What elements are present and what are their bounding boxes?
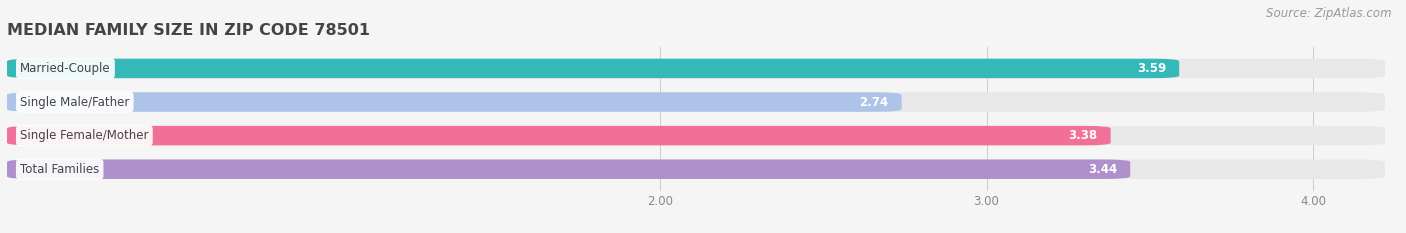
FancyBboxPatch shape: [7, 126, 1385, 145]
Text: 3.38: 3.38: [1069, 129, 1098, 142]
FancyBboxPatch shape: [7, 159, 1130, 179]
Text: MEDIAN FAMILY SIZE IN ZIP CODE 78501: MEDIAN FAMILY SIZE IN ZIP CODE 78501: [7, 24, 370, 38]
FancyBboxPatch shape: [7, 92, 1385, 112]
FancyBboxPatch shape: [7, 126, 1111, 145]
FancyBboxPatch shape: [7, 59, 1180, 78]
FancyBboxPatch shape: [7, 92, 901, 112]
Text: Single Female/Mother: Single Female/Mother: [20, 129, 149, 142]
Text: Single Male/Father: Single Male/Father: [20, 96, 129, 109]
Text: 3.44: 3.44: [1088, 163, 1118, 176]
FancyBboxPatch shape: [7, 59, 1385, 78]
Text: Total Families: Total Families: [20, 163, 100, 176]
Text: Married-Couple: Married-Couple: [20, 62, 111, 75]
FancyBboxPatch shape: [7, 159, 1385, 179]
Text: 3.59: 3.59: [1137, 62, 1166, 75]
Text: 2.74: 2.74: [859, 96, 889, 109]
Text: Source: ZipAtlas.com: Source: ZipAtlas.com: [1267, 7, 1392, 20]
